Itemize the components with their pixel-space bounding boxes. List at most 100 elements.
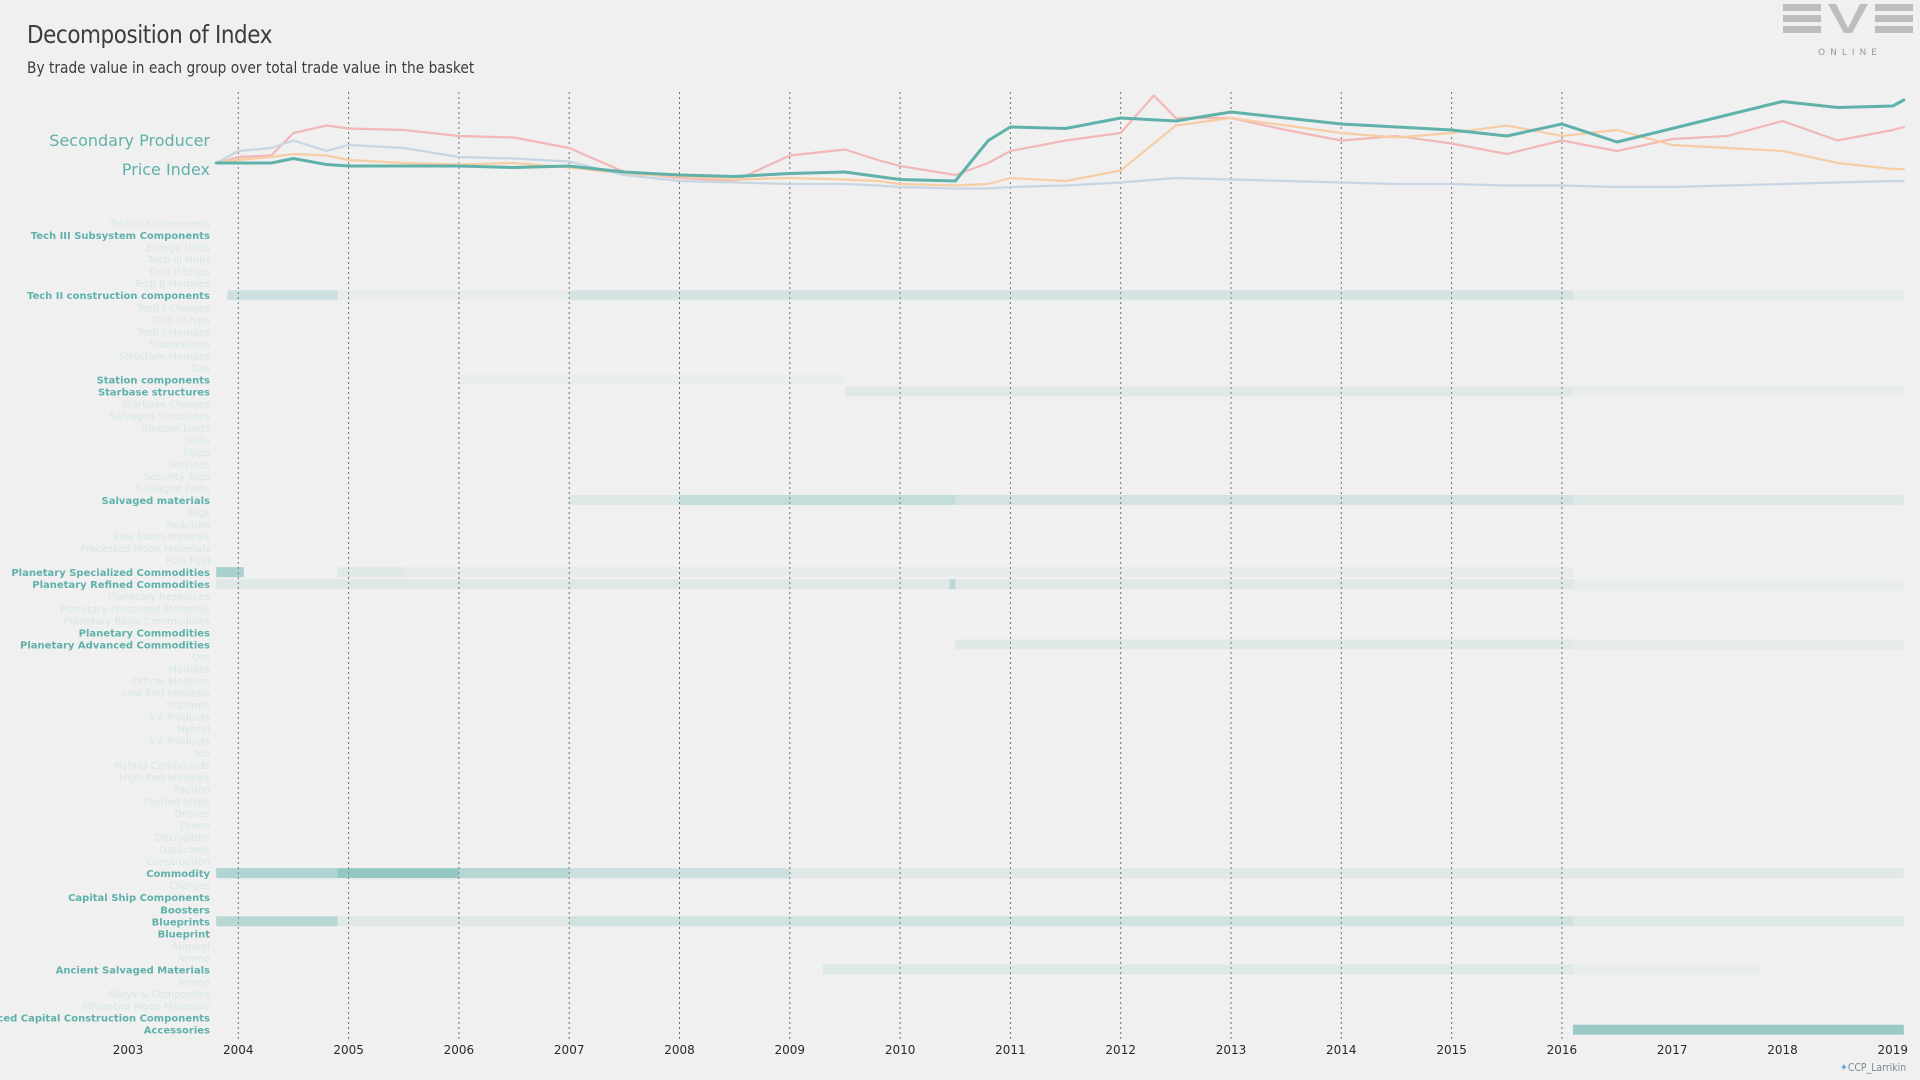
heatmap-cell [1572,494,1904,505]
row-label: Decryptors [155,833,210,844]
heatmap-cell [1572,386,1904,397]
row-label: Officer Modules [132,677,210,688]
heatmap-cell [337,567,404,578]
heatmap-cell [569,290,1573,301]
row-label: Tech III Hulls [147,255,210,266]
x-tick-label: 2015 [1436,1043,1467,1057]
heatmap-cell [458,868,570,879]
heatmap-cell [458,374,845,385]
x-tick-label: 2009 [775,1043,806,1057]
row-label: Tech I Charges [136,303,210,314]
row-label: Faction Ships [144,797,210,808]
heatmap-cell [1572,639,1904,650]
row-label: Subsystems [150,339,210,350]
row-label: Skills [184,436,210,447]
year-gridlines [237,92,1563,1040]
row-label: Sleeper Loots [142,424,210,435]
row-label: Processed Moon Materials [80,544,210,555]
heatmap-cell [337,290,570,301]
author-handle: CCP_Larrikin [1847,1061,1907,1074]
row-label: Ice Products [149,737,210,748]
row-label: Datacores [159,845,210,856]
row-label: Planetary Processed Materials [60,604,210,615]
x-tick-label: 2007 [554,1043,585,1057]
x-tick-label: 2006 [444,1043,475,1057]
row-label: Blueprint [158,929,211,940]
eve-online-logo: ONLINE [1778,0,1920,64]
heatmap-cell [337,916,570,927]
author-credit: ✦CCP_Larrikin [1840,1061,1906,1074]
row-label: Faction [174,785,210,796]
row-label: Tech I Ships [150,315,210,326]
row-label: Ice [195,749,210,760]
heatmap-cell [949,579,956,590]
row-label: Hybrid Compounds [114,761,210,772]
row-label: Planetary Advanced Commodities [20,640,210,651]
row-label: Services [168,460,210,471]
row-label: Capital Ship Components [68,893,210,904]
row-label: Ancient Salvaged Materials [56,965,210,976]
chart-title: Decomposition of Index [27,20,272,49]
row-label: POS Fuel [166,556,210,567]
row-label: Accessories [144,1026,210,1037]
heatmap-cell [337,868,459,879]
heatmap-cell [1572,290,1904,301]
index-label-1: Price Index [122,160,210,179]
index-lines [214,94,1906,190]
index-label-0: Secondary Producer [49,131,210,150]
heatmap-cell [822,964,1573,975]
heatmap-cell [789,868,1904,879]
logo-subtext: ONLINE [1818,48,1882,58]
heatmap-cell [569,494,680,505]
x-tick-label: 2017 [1657,1043,1688,1057]
heatmap-cell [569,916,1573,927]
row-label: Starbase structures [98,388,210,399]
row-label: Ships [183,448,210,459]
row-label: Blueprints [152,917,210,928]
row-label: Modules [168,664,210,675]
x-tick-label: 2019 [1878,1043,1909,1057]
row-label: Ore [192,652,210,663]
x-tick-label: 2008 [664,1043,695,1057]
x-tick-label: 2016 [1547,1043,1578,1057]
row-label: Station components [97,376,210,387]
heatmap-cell [1572,916,1904,927]
x-tick-label: 2003 [113,1043,144,1057]
heatmap-cells [216,290,1904,1035]
heatmap-cell [569,868,790,879]
heatmap-cell [1572,1024,1904,1035]
row-label: Advanced Moon Materials [81,1002,210,1013]
row-label: Tech I Modules [136,327,210,338]
heatmap-cell [227,290,338,301]
index-labels: Secondary Producer Price Index [49,131,210,179]
row-label: Planetary Commodities [79,628,210,639]
row-label: Charges [169,881,210,892]
x-tick-label: 2005 [333,1043,364,1057]
x-tick-label: 2014 [1326,1043,1357,1057]
row-label: Implants [167,701,210,712]
heatmap-cell [1572,579,1904,590]
row-label: Apparel [172,941,211,952]
row-label: Planetary Basic Commodities [64,616,210,627]
price-index-line [214,98,1906,183]
heatmap-cell [216,916,338,927]
row-label: Structure Modules [119,351,210,362]
row-label: Salvaged materials [102,496,210,507]
row-label: Tech II construction components [27,291,210,302]
x-tick-label: 2010 [885,1043,916,1057]
row-label: Security Tags [144,472,210,483]
heatmap-cell [216,579,1573,590]
row-label: Planetary Specialized Commodities [11,568,210,579]
heatmap-cell [1572,964,1761,975]
component-line-0 [215,94,1905,183]
x-tick-label: 2011 [995,1043,1026,1057]
row-label: Ammo [178,978,210,989]
row-label: Advanced Capital Construction Components [0,1014,210,1025]
heatmap-cell [844,386,1573,397]
row-label: Alloys & Composites [108,990,210,1001]
heatmap-cell [955,494,1573,505]
heatmap-cell [955,639,1573,650]
row-label: Tech III Components [108,219,210,230]
row-label: Reaction [167,520,210,531]
